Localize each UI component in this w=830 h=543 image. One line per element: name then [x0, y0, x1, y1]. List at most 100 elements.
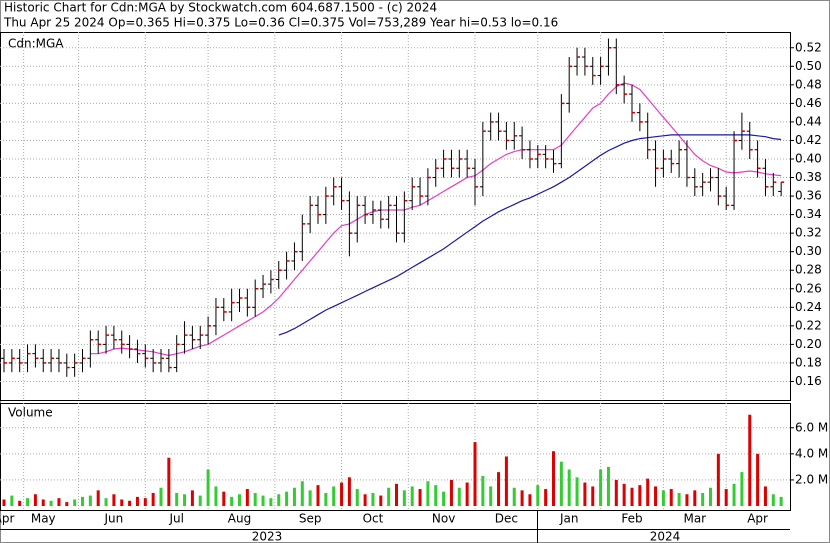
volume-bar — [709, 487, 712, 506]
volume-bar — [88, 495, 92, 506]
x-tick-label: Mar — [683, 512, 706, 526]
x-tick-label: Apr — [747, 512, 768, 526]
volume-bar — [308, 490, 312, 506]
volume-bar — [638, 485, 642, 506]
y2-tick-label: 6.0 M — [795, 420, 828, 434]
volume-bar — [214, 486, 218, 506]
volume-bar — [457, 487, 461, 506]
volume-bar — [732, 483, 736, 506]
volume-bar — [685, 494, 689, 506]
volume-bar — [756, 453, 760, 506]
volume-bar — [143, 498, 147, 506]
volume-bar — [669, 489, 673, 506]
volume-bar — [104, 498, 108, 506]
volume-bar — [465, 482, 469, 506]
volume-bar — [363, 494, 367, 506]
volume-bar — [135, 496, 139, 506]
volume-bar — [73, 499, 77, 506]
symbol-label: Cdn:MGA — [8, 37, 64, 51]
volume-bar — [748, 414, 752, 506]
volume-bar — [238, 494, 241, 506]
volume-bar — [26, 498, 30, 506]
volume-bar — [473, 442, 477, 506]
volume-bar — [567, 469, 571, 506]
y-tick-label: 0.24 — [795, 300, 822, 314]
volume-bar — [622, 483, 626, 506]
volume-bar — [57, 498, 61, 506]
volume-bar — [771, 494, 775, 506]
volume-bar — [2, 499, 6, 506]
volume-bar — [269, 498, 273, 506]
y2-tick-label: 2.0 M — [795, 472, 828, 486]
x-tick-label: Apr — [0, 512, 14, 526]
volume-bar — [10, 495, 14, 506]
volume-bar — [183, 494, 187, 506]
volume-bar — [646, 478, 650, 506]
volume-bar — [355, 489, 359, 506]
y-tick-label: 0.26 — [795, 281, 822, 295]
volume-bar — [285, 491, 289, 506]
volume-bar — [536, 485, 540, 506]
y2-tick-label: 4.0 M — [795, 446, 828, 460]
x-tick-label: Oct — [363, 512, 384, 526]
volume-bar — [434, 485, 438, 506]
volume-label: Volume — [8, 406, 53, 420]
volume-bar — [575, 477, 579, 506]
volume-bar — [222, 491, 226, 506]
volume-bar — [395, 483, 398, 506]
y-tick-label: 0.30 — [795, 244, 822, 258]
volume-bar — [481, 476, 485, 506]
price-panel — [0, 32, 791, 401]
volume-bar — [49, 500, 53, 506]
volume-bar — [402, 490, 406, 506]
y-tick-label: 0.20 — [795, 337, 822, 351]
volume-bar — [316, 485, 320, 506]
y-tick-label: 0.16 — [795, 374, 822, 388]
volume-bar — [112, 494, 116, 506]
volume-bar — [528, 494, 532, 506]
volume-bar — [552, 451, 555, 506]
volume-bar — [292, 487, 296, 506]
volume-bar — [740, 472, 744, 506]
volume-bar — [387, 487, 391, 506]
volume-bar — [583, 482, 587, 506]
y-tick-label: 0.40 — [795, 151, 822, 165]
volume-bar — [96, 490, 100, 506]
y-tick-label: 0.46 — [795, 96, 822, 110]
volume-bar — [167, 457, 171, 506]
volume-bar — [18, 500, 22, 506]
moving-average — [90, 82, 782, 357]
x-tick-label: Sep — [299, 512, 322, 526]
volume-bar — [520, 490, 524, 506]
volume-bar — [410, 486, 414, 506]
volume-bar — [654, 486, 658, 506]
volume-bar — [693, 490, 697, 506]
volume-bar — [489, 486, 493, 506]
volume-bar — [159, 487, 163, 506]
volume-bar — [559, 461, 563, 506]
y-tick-label: 0.42 — [795, 133, 822, 147]
volume-bar — [198, 495, 202, 506]
y-tick-label: 0.28 — [795, 263, 822, 277]
volume-bar — [497, 472, 501, 506]
volume-bar — [128, 500, 132, 506]
volume-bar — [724, 489, 728, 506]
x-tick-label: Jun — [104, 512, 124, 526]
volume-bar — [449, 479, 453, 506]
volume-bar — [120, 499, 124, 506]
volume-bar — [300, 481, 304, 506]
volume-bar — [426, 481, 430, 506]
year-label: 2023 — [252, 530, 283, 543]
y-tick-label: 0.44 — [795, 114, 822, 128]
volume-bar — [701, 492, 705, 506]
y-tick-label: 0.36 — [795, 189, 822, 203]
volume-bar — [277, 494, 281, 506]
volume-panel — [0, 403, 791, 511]
y-tick-label: 0.22 — [795, 318, 822, 332]
volume-bar — [41, 499, 45, 506]
volume-bar — [661, 490, 665, 506]
volume-bar — [65, 502, 69, 506]
volume-bar — [230, 496, 234, 506]
volume-bar — [614, 479, 618, 506]
